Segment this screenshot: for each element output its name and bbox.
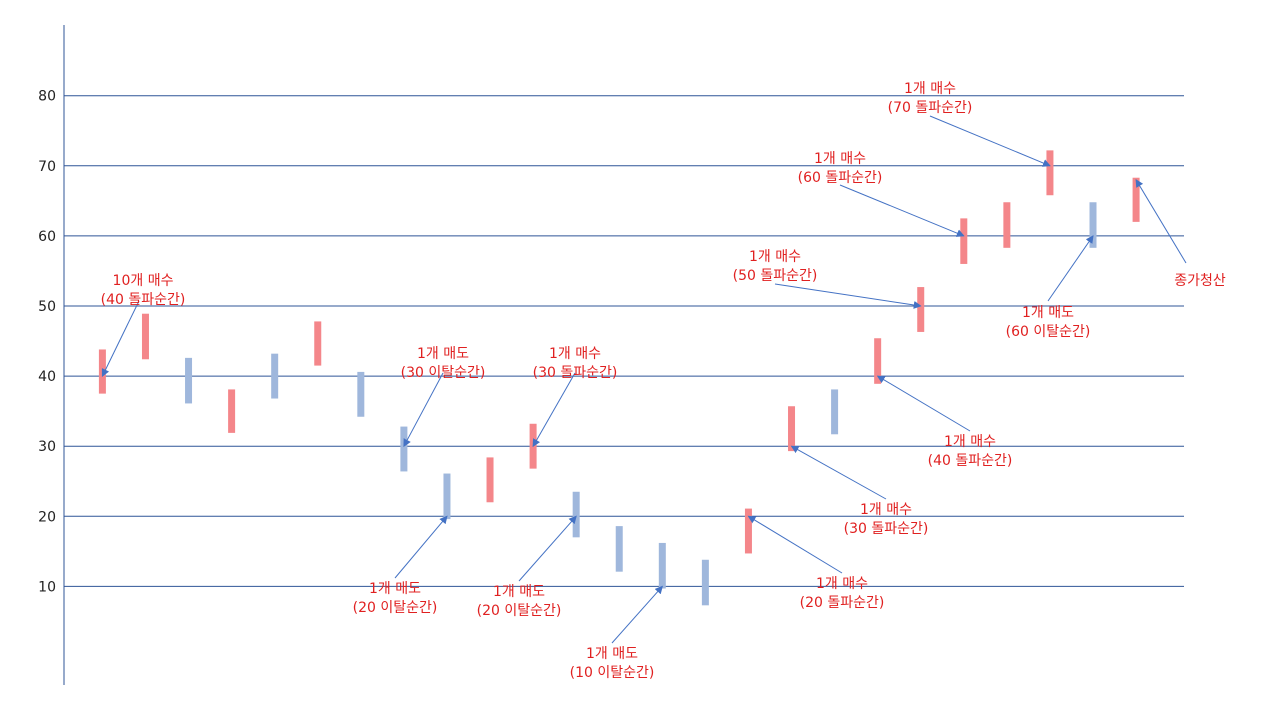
annotation-label: 1개 매도: [1022, 305, 1074, 321]
annotation-label: (20 돌파순간): [800, 595, 885, 611]
sell-bar: [701, 559, 709, 606]
annotation-label: 1개 매수: [860, 502, 912, 518]
annotation-arrow: [101, 300, 140, 377]
annotation-label: (60 돌파순간): [798, 170, 883, 186]
annotation-label: (30 이탈순간): [401, 365, 486, 381]
y-tick-label: 60: [38, 229, 56, 245]
sell-bar: [572, 491, 580, 538]
sell-bar: [1089, 202, 1097, 248]
buy-bar: [874, 338, 882, 384]
y-tick-label: 10: [38, 579, 56, 595]
buy-bar: [1003, 202, 1011, 248]
buy-bar: [486, 457, 494, 503]
annotation-label: 1개 매수: [814, 151, 866, 167]
sell-bar: [831, 389, 839, 435]
annotation-arrow: [876, 375, 971, 432]
buy-bar: [1046, 150, 1054, 196]
buy-bar: [788, 406, 796, 452]
annotation-arrow: [774, 283, 922, 309]
annotation-arrow: [518, 515, 577, 582]
buy-bar: [744, 508, 752, 554]
annotation-arrow: [839, 184, 965, 237]
annotation-arrow: [403, 372, 444, 448]
y-tick-labels: 10 20 30 40 50 60 70 80: [38, 89, 56, 596]
buy-bar: [228, 389, 236, 433]
annotation-arrow: [790, 445, 887, 500]
sell-bar: [443, 473, 451, 520]
annotation-label: 1개 매도: [417, 346, 469, 362]
buy-bar: [141, 313, 149, 360]
buy-bar: [917, 287, 925, 332]
annotation-label: (20 이탈순간): [353, 600, 438, 616]
sell-bar: [185, 357, 193, 404]
annotation-label: (30 돌파순간): [533, 365, 618, 381]
annotation-label: 1개 매수: [549, 346, 601, 362]
sell-bar: [357, 371, 365, 417]
sell-bar: [400, 426, 408, 472]
annotation-label: 1개 매도: [369, 581, 421, 597]
annotation-arrow: [1135, 178, 1187, 264]
annotation-label: 10개 매수: [113, 273, 174, 289]
annotation-arrow: [611, 585, 663, 644]
annotation-label: (50 돌파순간): [733, 268, 818, 284]
annotation-label: 종가청산: [1174, 273, 1226, 289]
gridlines: [64, 95, 1184, 587]
buy-bar: [960, 218, 968, 264]
annotation-arrows: [101, 115, 1187, 644]
annotation-label: (60 이탈순간): [1006, 324, 1091, 340]
annotation-label: 1개 매도: [493, 584, 545, 600]
buy-bar: [314, 321, 322, 366]
buy-bar: [1132, 177, 1140, 222]
annotation-arrow: [1047, 235, 1094, 302]
annotation-label: (70 돌파순간): [888, 100, 973, 116]
y-tick-label: 80: [38, 89, 56, 105]
sell-bar: [658, 542, 666, 589]
y-tick-label: 70: [38, 159, 56, 175]
annotation-arrow: [747, 515, 843, 574]
annotation-arrow: [394, 515, 448, 579]
annotation-labels: 10개 매수 (40 돌파순간) 1개 매도 (30 이탈순간) 1개 매수 (30 돌파…: [101, 81, 1226, 681]
y-tick-label: 50: [38, 299, 56, 315]
annotation-label: 1개 매수: [816, 576, 868, 592]
annotation-label: (40 돌파순간): [928, 453, 1013, 469]
sell-bar: [615, 526, 623, 572]
annotation-arrow: [532, 372, 576, 448]
sell-bar: [271, 353, 279, 399]
annotation-label: (10 이탈순간): [570, 665, 655, 681]
annotation-arrow: [929, 115, 1051, 167]
annotation-label: (20 이탈순간): [477, 603, 562, 619]
range-bars: [98, 150, 1140, 606]
annotation-label: 1개 매수: [944, 434, 996, 450]
annotation-label: 1개 매수: [904, 81, 956, 97]
y-tick-label: 30: [38, 439, 56, 455]
y-tick-label: 40: [38, 369, 56, 385]
annotation-label: (40 돌파순간): [101, 292, 186, 308]
annotation-label: (30 돌파순간): [844, 521, 929, 537]
annotation-label: 1개 매도: [586, 646, 638, 662]
y-tick-label: 20: [38, 509, 56, 525]
annotation-label: 1개 매수: [749, 249, 801, 265]
